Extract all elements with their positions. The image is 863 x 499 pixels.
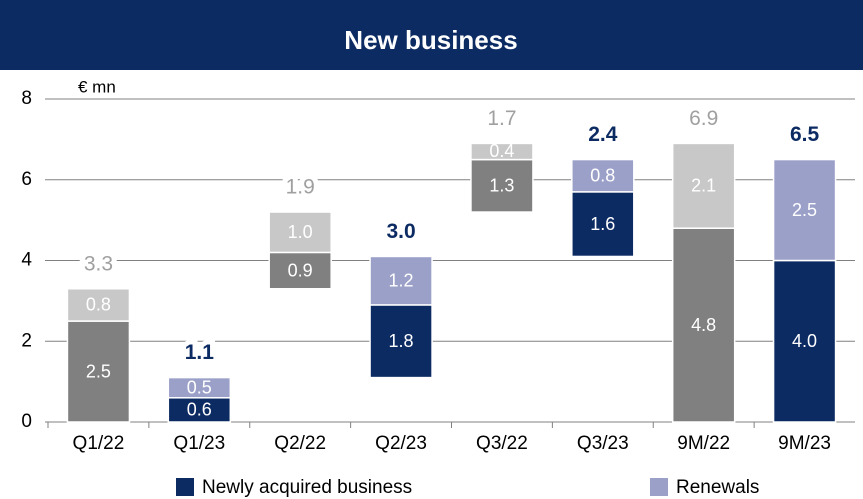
y-tick-label: 0 xyxy=(21,411,32,432)
x-tick-label: 9M/22 xyxy=(677,433,730,454)
bar-segment xyxy=(772,259,837,423)
value-label: 1.8 xyxy=(389,331,414,351)
total-label: 1.7 xyxy=(487,107,516,130)
total-label: 6.9 xyxy=(689,107,718,130)
unit-label: € mn xyxy=(78,77,116,96)
x-tick-label: Q3/23 xyxy=(577,433,629,454)
x-tick-label: Q1/22 xyxy=(73,433,125,454)
x-tick-label: Q2/23 xyxy=(375,433,427,454)
bar-segment xyxy=(66,288,131,322)
value-label: 0.9 xyxy=(288,260,313,280)
bar-segment xyxy=(369,255,433,306)
value-label: 1.0 xyxy=(288,222,313,242)
total-label: 6.5 xyxy=(790,123,820,146)
total-label: 3.0 xyxy=(386,220,415,243)
legend-label: Newly acquired business xyxy=(202,477,412,498)
bar-segment xyxy=(268,251,332,290)
value-label: 4.8 xyxy=(691,315,716,335)
title-banner xyxy=(0,0,863,70)
x-tick-label: Q3/22 xyxy=(476,433,528,454)
value-label: 0.6 xyxy=(187,400,212,420)
value-label: 0.4 xyxy=(489,141,514,161)
bar-segment xyxy=(470,142,534,161)
value-label: 1.3 xyxy=(489,176,514,196)
bar-segment xyxy=(470,158,534,213)
chart-title: New business xyxy=(344,25,517,55)
x-tick-label: Q1/23 xyxy=(173,433,225,454)
legend-label: Renewals xyxy=(676,477,759,498)
y-tick-label: 4 xyxy=(21,250,32,271)
value-label: 0.8 xyxy=(86,295,111,315)
bar-segment xyxy=(671,142,736,229)
bar-segment xyxy=(66,320,131,423)
bar-segment xyxy=(369,304,433,379)
value-label: 0.5 xyxy=(187,377,212,397)
value-label: 2.5 xyxy=(792,200,817,220)
value-label: 0.8 xyxy=(590,165,615,185)
value-label: 2.1 xyxy=(691,176,716,196)
legend-swatch xyxy=(650,478,668,496)
total-label: 3.3 xyxy=(84,252,113,275)
total-label: 1.9 xyxy=(286,176,315,199)
bar-segment xyxy=(167,397,232,423)
value-label: 4.0 xyxy=(792,331,817,351)
y-tick-label: 2 xyxy=(21,330,32,351)
value-label: 1.6 xyxy=(590,214,615,234)
value-label: 2.5 xyxy=(86,361,111,381)
y-tick-label: 8 xyxy=(21,88,32,109)
bar-segment xyxy=(571,191,635,258)
total-label: 2.4 xyxy=(588,123,618,146)
bar-segment xyxy=(268,211,332,254)
total-label: 1.1 xyxy=(185,341,215,364)
legend-swatch xyxy=(176,478,194,496)
y-tick-label: 6 xyxy=(21,169,32,190)
bar-segment xyxy=(167,376,232,399)
x-tick-label: Q2/22 xyxy=(274,433,326,454)
bar-segment xyxy=(772,158,837,262)
value-label: 1.2 xyxy=(389,270,414,290)
x-tick-label: 9M/23 xyxy=(778,433,831,454)
bar-segment xyxy=(571,158,635,193)
